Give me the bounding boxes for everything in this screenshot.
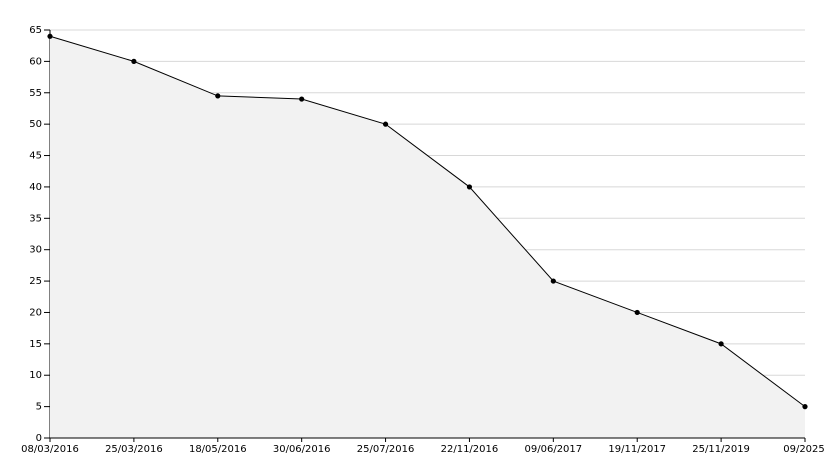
marker: [382, 121, 389, 127]
y-tick-label: 60: [29, 56, 42, 67]
marker: [802, 404, 808, 410]
x-tick-label: 18/05/2016: [189, 444, 247, 455]
y-tick-label: 65: [29, 25, 42, 36]
marker: [47, 33, 53, 39]
x-tick-label: 25/03/2016: [105, 444, 163, 455]
y-tick-label: 0: [36, 433, 42, 444]
x-tick-label: 22/11/2016: [441, 444, 499, 455]
y-tick-label: 20: [29, 307, 42, 318]
x-tick-label: 08/03/2016: [21, 444, 79, 455]
marker: [466, 184, 473, 190]
x-tick-label: 19/11/2017: [608, 444, 666, 455]
y-tick-label: 25: [29, 276, 42, 287]
y-tick-label: 45: [29, 151, 42, 162]
marker: [131, 58, 137, 64]
marker: [215, 93, 221, 99]
y-tick-label: 10: [29, 370, 42, 381]
y-tick-label: 35: [29, 213, 42, 224]
y-tick-label: 15: [29, 339, 42, 350]
marker: [718, 341, 724, 347]
x-tick-label: 09/06/2017: [525, 444, 583, 455]
x-tick-label: 30/06/2016: [273, 444, 331, 455]
y-tick-label: 30: [29, 245, 42, 256]
x-tick-label: 09/2025: [783, 444, 825, 455]
area: [50, 36, 805, 439]
y-tick-label: 55: [29, 88, 42, 99]
marker: [550, 278, 556, 284]
line: [49, 35, 806, 408]
y-tick-label: 5: [36, 402, 42, 413]
y-tick-label: 40: [29, 182, 42, 193]
x-tick-label: 25/07/2016: [357, 444, 415, 455]
x-tick-label: 25/11/2019: [692, 444, 750, 455]
marker: [634, 309, 640, 316]
y-tick-label: 50: [29, 119, 42, 130]
marker: [299, 96, 305, 102]
